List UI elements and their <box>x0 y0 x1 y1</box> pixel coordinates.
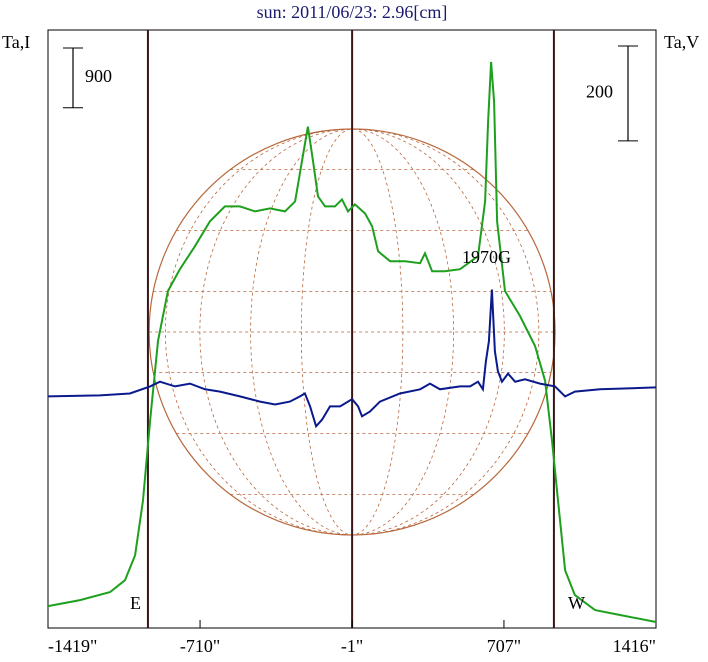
x-tick-label: -1" <box>341 636 363 656</box>
x-tick-label: 707" <box>487 636 521 656</box>
data-line <box>47 289 657 429</box>
x-tick-label: -1419" <box>48 636 97 656</box>
scale-bar-label: 900 <box>85 66 112 86</box>
chart-title: sun: 2011/06/23: 2.96[cm] <box>257 2 448 22</box>
x-tick-label: -710" <box>180 636 220 656</box>
y-axis-label: Ta,I <box>2 32 30 52</box>
annotation: E <box>130 593 141 613</box>
annotation: W <box>568 593 585 613</box>
data-line <box>47 61 657 623</box>
y2-axis-label: Ta,V <box>664 32 699 52</box>
scale-bar-label: 200 <box>586 82 613 102</box>
annotation: 1970G <box>462 247 511 267</box>
x-tick-label: 1416" <box>613 636 656 656</box>
